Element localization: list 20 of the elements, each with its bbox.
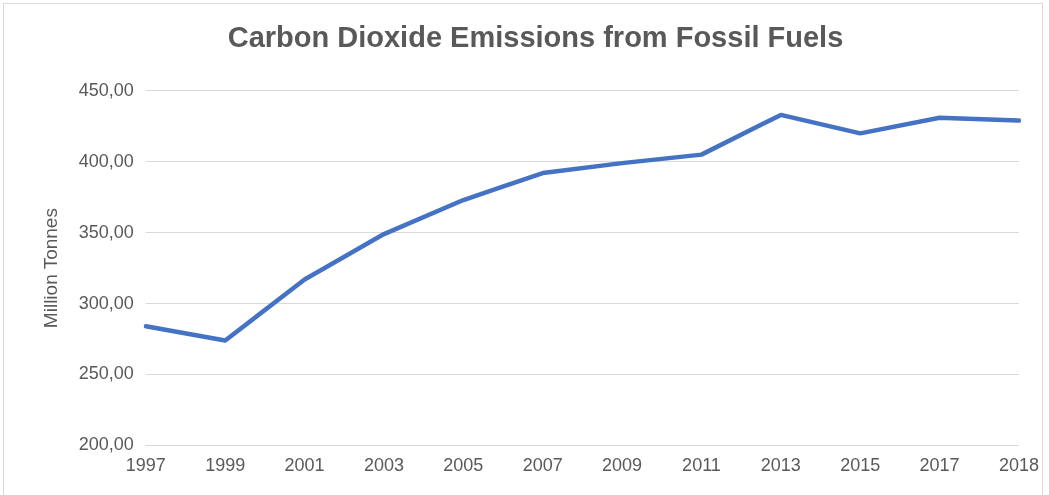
y-axis-title: Million Tonnes: [39, 208, 61, 329]
x-tick-label: 2017: [919, 455, 960, 476]
x-tick-label: 2018: [998, 455, 1039, 476]
x-tick-label: 2005: [443, 455, 484, 476]
x-tick-label: 2001: [284, 455, 325, 476]
y-tick-label: 250,00: [78, 363, 134, 384]
x-tick-label: 2011: [682, 455, 721, 476]
y-tick-label: 350,00: [78, 221, 134, 242]
y-tick-label: 450,00: [78, 79, 134, 100]
y-tick-label: 300,00: [78, 292, 134, 313]
x-tick-label: 2015: [840, 455, 881, 476]
x-tick-label: 2007: [522, 455, 563, 476]
x-tick-label: 2013: [760, 455, 801, 476]
x-tick-label: 2003: [363, 455, 404, 476]
chart-title: Carbon Dioxide Emissions from Fossil Fuels: [227, 21, 844, 54]
y-tick-label: 200,00: [78, 434, 134, 455]
x-tick-label: 2009: [602, 455, 643, 476]
y-tick-label: 400,00: [78, 150, 134, 171]
x-tick-label: 1997: [125, 455, 166, 476]
x-tick-label: 1999: [205, 455, 246, 476]
